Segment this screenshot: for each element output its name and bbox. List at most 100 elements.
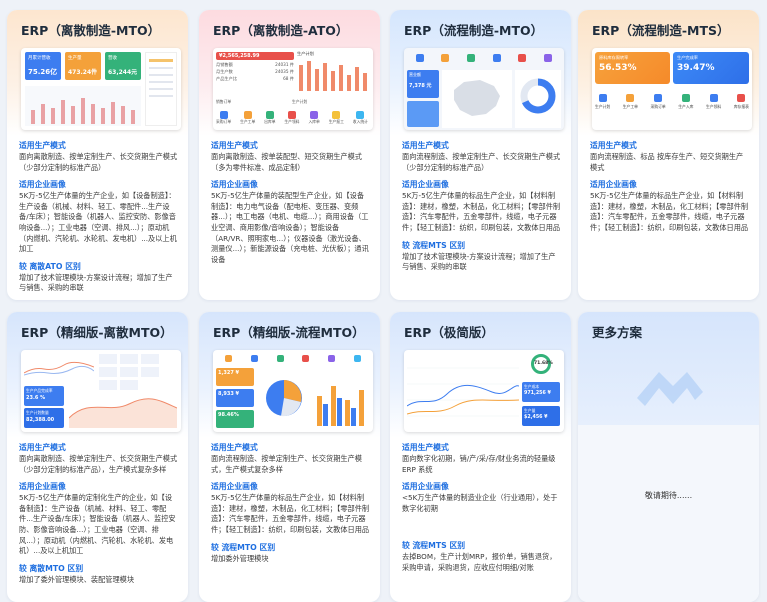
chart-thumbnail <box>299 61 367 91</box>
donut-chart-thumbnail <box>515 70 561 128</box>
brand-logo-icon <box>637 372 703 406</box>
section-heading: 适用企业画像 <box>19 180 66 190</box>
menu-label: 入库单 <box>308 119 320 124</box>
card-title: ERP（离散制造-ATO） <box>213 23 349 38</box>
kpi-label: 月累计营收 <box>28 56 51 61</box>
card-title: ERP（流程制造-MTS） <box>592 23 730 38</box>
card-title: ERP（精细版-离散MTO） <box>21 325 173 340</box>
preview-screenshot: ¥2,565,258.99 月销售额 24031 件 月生产数 24035 件 产品… <box>213 48 373 130</box>
card-body: 适用生产模式 面向数字化初期，销/产/采/存/财业务流的轻量级 ERP 系统 适… <box>390 438 571 574</box>
section-heading: 适用企业画像 <box>211 180 258 190</box>
chart-title: 生产计划 <box>297 51 314 56</box>
kpi-value: 39.47% <box>677 63 715 73</box>
card-body: 适用生产模式 面向流程制造、按单定制生产、长交货期生产模式（少部分定制的标准产品… <box>390 136 571 273</box>
card-header: ERP（极简版） 71.68% 完成率 生产成本 971,256 ¥ 生产量 $… <box>390 312 571 438</box>
menu-label: 出库单 <box>264 119 276 124</box>
kpi-label: 生产量 <box>68 56 82 61</box>
kpi-value: 24035 件 <box>275 69 294 74</box>
section-text: 面向离散制造、按单定制生产、长交货期生产模式（少部分定制的标准产品），生产模式复… <box>19 454 178 474</box>
kpi-value: 473.24件 <box>68 69 98 76</box>
kpi-label: 生产成本 <box>524 384 540 389</box>
section-text: <5K万生产体量的制造业企业（行业通用），处于数字化初期 <box>402 493 558 513</box>
chart-thumbnail <box>25 86 141 126</box>
kpi-value: 63,244元 <box>108 69 138 76</box>
kpi-label: 月销售额 <box>216 62 233 67</box>
menu-label: 生产入库 <box>678 104 694 109</box>
section-text: 去掉BOM，生产计划MRP，报价单，销售退货，采购申请，采购退货，应收应付明细/… <box>402 552 557 572</box>
card-body: 适用生产模式 面向流程制造、标品 按库存生产、短交货期生产模式 适用企业画像 5… <box>578 136 759 234</box>
kpi-label: 生产计划数量 <box>26 410 49 415</box>
card-title: ERP（精细版-流程MTO） <box>213 325 365 340</box>
section-heading: 较 离散ATO 区别 <box>19 261 81 271</box>
kpi-label: 营收 <box>108 56 117 61</box>
kpi-value: 75.26亿 <box>28 68 58 76</box>
kpi-label: 营业额 <box>409 72 421 77</box>
card-body: 适用生产模式 面向流程制造、按单定制生产、长交货期生产模式，生产模式复杂多样 适… <box>199 438 380 564</box>
section-text: 增加了委外管理模块、装配管理模块 <box>19 574 135 584</box>
kpi-value: 8,933 ¥ <box>216 389 254 407</box>
card-body: 适用生产模式 面向离散制造、按单定制生产、长交货期生产模式（少部分定制的标准产品… <box>7 136 188 294</box>
section-heading: 适用企业画像 <box>19 482 66 492</box>
kpi-label: 生产完成率 <box>677 55 698 60</box>
section-heading: 适用生产模式 <box>211 443 258 452</box>
section-text: 增加了技术管理模块-方案设计流程；增加了生产与销售、采购的串联 <box>19 272 173 293</box>
section-text: 面向数字化初期，销/产/采/存/财业务流的轻量级 ERP 系统 <box>402 454 556 474</box>
kpi-value: 971,256 ¥ <box>524 391 551 396</box>
menu-label: 销售订单 <box>216 99 232 104</box>
solution-card-lite[interactable]: ERP（极简版） 71.68% 完成率 生产成本 971,256 ¥ 生产量 $… <box>390 312 571 602</box>
section-heading: 较 流程MTS 区别 <box>402 541 466 551</box>
kpi-label: 月生产数 <box>216 69 233 74</box>
section-heading: 适用企业画像 <box>590 180 637 190</box>
section-heading: 适用生产模式 <box>402 443 449 452</box>
map-thumbnail <box>442 70 512 128</box>
card-header: ERP（流程制造-MTS） 原料库存周转率 56.53% 生产完成率 39.47… <box>578 10 759 136</box>
solution-card-discrete-mto[interactable]: ERP（离散制造-MTO） 月累计营收 75.26亿 生产量 473.24件 营… <box>7 10 188 300</box>
solution-card-fine-process-mto[interactable]: ERP（精细版-流程MTO） 1,327 ¥ 8,933 ¥ 98.46% 适用… <box>199 312 380 602</box>
card-header: ERP（精细版-离散MTO） 生产产品完成率 23.6 % 生产计划数量 82,… <box>7 312 188 438</box>
area-chart-thumbnail <box>69 398 177 428</box>
menu-label: 生产报工 <box>328 119 344 124</box>
kpi-label: 生产量 <box>524 408 536 413</box>
kpi-value: 24031 件 <box>275 62 294 67</box>
section-heading: 适用生产模式 <box>402 141 449 150</box>
card-body: 适用生产模式 面向离散制造、按单定制生产、长交货期生产模式（少部分定制的标准产品… <box>7 438 188 585</box>
preview-screenshot: 月累计营收 75.26亿 生产量 473.24件 营收 63,244元 <box>21 48 181 130</box>
menu-label: 采购订单 <box>650 104 666 109</box>
menu-label: 生产领料 <box>706 104 722 109</box>
section-text: 面向流程制造、按单定制生产、长交货期生产模式（少部分定制的标准产品） <box>402 152 561 172</box>
section-text: 面向流程制造、标品 按库存生产、短交货期生产模式 <box>590 152 744 172</box>
kpi-value: 1,327 ¥ <box>216 368 254 386</box>
line-chart-thumbnail <box>24 361 94 376</box>
kpi-value: $2,456 ¥ <box>524 415 548 420</box>
kpi-value: 71.68% <box>531 354 553 374</box>
section-text: 5K万-5亿生产体量的标品生产企业，如【材料制造】：建材，橡塑，木制品，化工材料… <box>211 493 370 534</box>
card-title: ERP（离散制造-MTO） <box>21 23 161 38</box>
coming-soon-text: 敬请期待...... <box>644 491 693 500</box>
section-heading: 较 流程MTS 区别 <box>402 240 466 250</box>
preview-screenshot: 71.68% 完成率 生产成本 971,256 ¥ 生产量 $2,456 ¥ <box>404 350 564 432</box>
card-header: ERP（流程制造-MTO） 营业额 7,378 元 <box>390 10 571 136</box>
section-heading: 适用企业画像 <box>402 180 449 190</box>
section-text: 5K万-5亿生产体量的标品生产企业，如【材料制造】：建材，橡塑，木制品，化工材料… <box>402 191 561 232</box>
solution-card-discrete-ato[interactable]: ERP（离散制造-ATO） ¥2,565,258.99 月销售额 24031 件 … <box>199 10 380 300</box>
pie-chart-thumbnail <box>266 380 302 417</box>
kpi-value: ¥2,565,258.99 <box>216 52 294 60</box>
card-header: ERP（离散制造-MTO） 月累计营收 75.26亿 生产量 473.24件 营… <box>7 10 188 136</box>
section-text: 增加了技术管理模块-方案设计流程；增加了生产与销售、采购的串联 <box>402 251 556 272</box>
section-text: 增加委外管理模块 <box>211 553 269 563</box>
solution-card-process-mts[interactable]: ERP（流程制造-MTS） 原料库存周转率 56.53% 生产完成率 39.47… <box>578 10 759 300</box>
section-text: 5K万-5亿生产体量的标品生产企业，如【材料制造】：建材，橡塑，木制品，化工材料… <box>590 191 749 232</box>
solution-card-more[interactable]: 更多方案 敬请期待...... <box>578 312 759 602</box>
solution-card-process-mto[interactable]: ERP（流程制造-MTO） 营业额 7,378 元 适用生产模式 面向流程制造、… <box>390 10 571 300</box>
section-text: 面向离散制造、按单定制生产、长交货期生产模式（少部分定制的标准产品） <box>19 152 178 172</box>
section-heading: 适用生产模式 <box>19 443 66 452</box>
section-heading: 适用生产模式 <box>19 141 66 150</box>
more-solutions-panel: 更多方案 敬请期待...... <box>578 312 759 602</box>
section-heading: 适用企业画像 <box>211 482 258 492</box>
card-header <box>578 312 759 425</box>
solution-card-fine-discrete-mto[interactable]: ERP（精细版-离散MTO） 生产产品完成率 23.6 % 生产计划数量 82,… <box>7 312 188 602</box>
preview-screenshot: 1,327 ¥ 8,933 ¥ 98.46% <box>213 350 373 432</box>
section-text: 面向离散制造、按单装配型、短交货期生产模式（多为零件标准、成品定制） <box>211 152 362 172</box>
card-title: ERP（流程制造-MTO） <box>404 23 544 38</box>
section-heading: 适用生产模式 <box>590 141 637 150</box>
